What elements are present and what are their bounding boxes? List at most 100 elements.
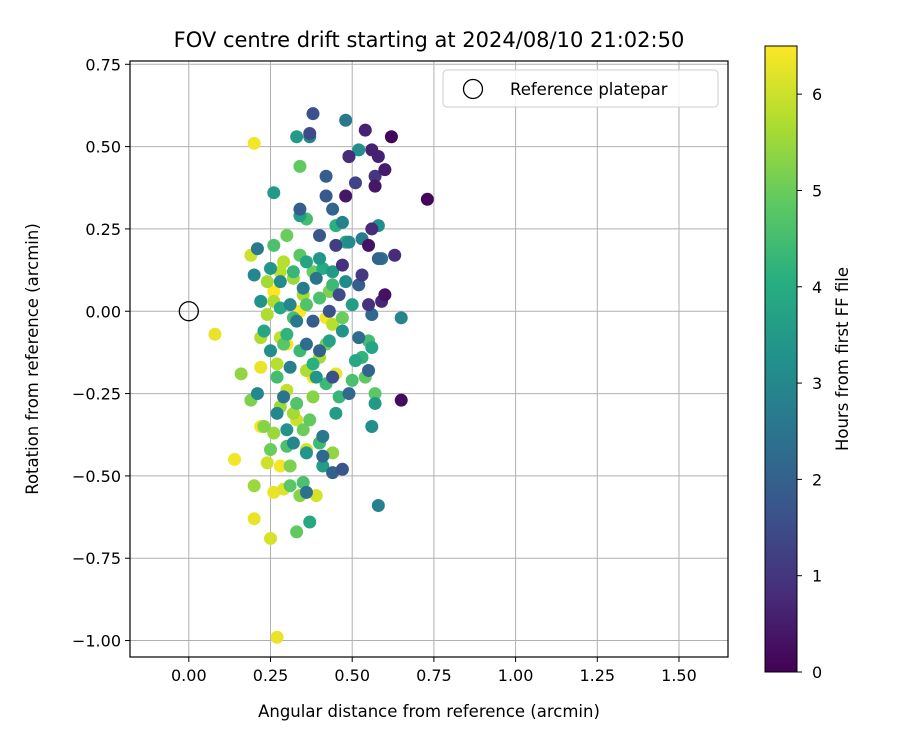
x-axis-ticks: 0.00 0.25 0.50 0.75 1.00 1.25 1.50 [171, 657, 697, 685]
data-point [290, 130, 304, 144]
data-point [273, 301, 287, 315]
data-point [299, 255, 313, 269]
data-point [368, 387, 382, 401]
data-point [277, 337, 291, 351]
data-point [303, 126, 317, 140]
data-point [371, 499, 385, 513]
data-point [326, 265, 340, 279]
legend-label: Reference platepar [510, 80, 668, 99]
data-point [303, 515, 317, 529]
colorbar-ticks: 0 1 2 3 4 5 6 [797, 85, 822, 682]
colorbar-tick-label: 4 [812, 278, 822, 297]
data-point [348, 176, 362, 190]
colorbar-tick-label: 5 [812, 181, 822, 200]
data-point [365, 222, 379, 236]
legend-marker-icon [462, 78, 484, 100]
data-point [362, 364, 376, 378]
data-point [247, 136, 261, 150]
data-point [247, 479, 261, 493]
x-tick-label: 0.50 [334, 666, 370, 685]
data-point [270, 630, 284, 644]
data-point [420, 192, 434, 206]
data-point [319, 189, 333, 203]
data-point [267, 238, 281, 252]
data-point [322, 304, 336, 318]
x-tick-label: 0.00 [171, 666, 207, 685]
data-point [326, 202, 340, 216]
data-point [316, 429, 330, 443]
data-point [293, 202, 307, 216]
data-point [247, 268, 261, 282]
data-point [368, 169, 382, 183]
y-tick-label: −0.75 [72, 549, 121, 568]
data-point [267, 186, 281, 200]
data-point [293, 159, 307, 173]
data-point [313, 229, 327, 243]
data-point [335, 215, 349, 229]
x-tick-label: 0.25 [253, 666, 289, 685]
data-point [352, 331, 366, 345]
data-point [365, 420, 379, 434]
data-point [228, 452, 242, 466]
data-point [339, 275, 353, 289]
legend: Reference platepar [442, 69, 719, 108]
data-point [273, 459, 287, 473]
data-point [342, 149, 356, 163]
reference-marker [178, 301, 199, 322]
data-point [313, 344, 327, 358]
legend-box [442, 69, 719, 108]
data-point [335, 462, 349, 476]
data-point [388, 248, 402, 262]
data-point [362, 238, 376, 252]
data-point [264, 443, 278, 457]
data-point [260, 308, 274, 322]
colorbar-tick-label: 2 [812, 470, 822, 489]
data-point [296, 423, 310, 437]
data-point [306, 390, 320, 404]
y-axis-label: Rotation from reference (arcmin) [23, 223, 42, 495]
data-point [267, 284, 281, 298]
data-point [250, 242, 264, 256]
data-point [299, 337, 313, 351]
data-point [394, 311, 408, 325]
data-point [283, 459, 297, 473]
data-point [326, 278, 340, 292]
data-point [342, 235, 356, 249]
data-point [283, 479, 297, 493]
data-point [299, 485, 313, 499]
data-point [273, 275, 287, 289]
data-point [339, 189, 353, 203]
data-point [358, 123, 372, 137]
data-point [355, 268, 369, 282]
data-point [309, 370, 323, 384]
data-point [247, 512, 261, 526]
data-point [296, 281, 310, 295]
data-point [290, 525, 304, 539]
data-point [348, 354, 362, 368]
data-point [368, 396, 382, 410]
data-point [290, 396, 304, 410]
data-point [260, 275, 274, 289]
data-point [280, 229, 294, 243]
data-point [371, 149, 385, 163]
y-tick-label: 0.25 [85, 220, 121, 239]
data-point [296, 475, 310, 489]
data-point [352, 278, 366, 292]
data-point [273, 265, 287, 279]
colorbar-tick-label: 6 [812, 85, 822, 104]
data-point [378, 288, 392, 302]
data-point [270, 357, 284, 371]
data-point [378, 163, 392, 177]
data-point [313, 252, 327, 266]
reference-point [178, 301, 199, 322]
data-point [316, 261, 330, 275]
data-point [260, 456, 274, 470]
y-axis-ticks: 0.75 0.50 0.25 0.00 −0.25 −0.50 −0.75 −1.00 [72, 55, 130, 651]
data-point [208, 327, 222, 341]
data-point [326, 317, 340, 331]
x-tick-label: 1.50 [661, 666, 697, 685]
data-point [329, 406, 343, 420]
data-point [316, 449, 330, 463]
data-point [290, 314, 304, 328]
